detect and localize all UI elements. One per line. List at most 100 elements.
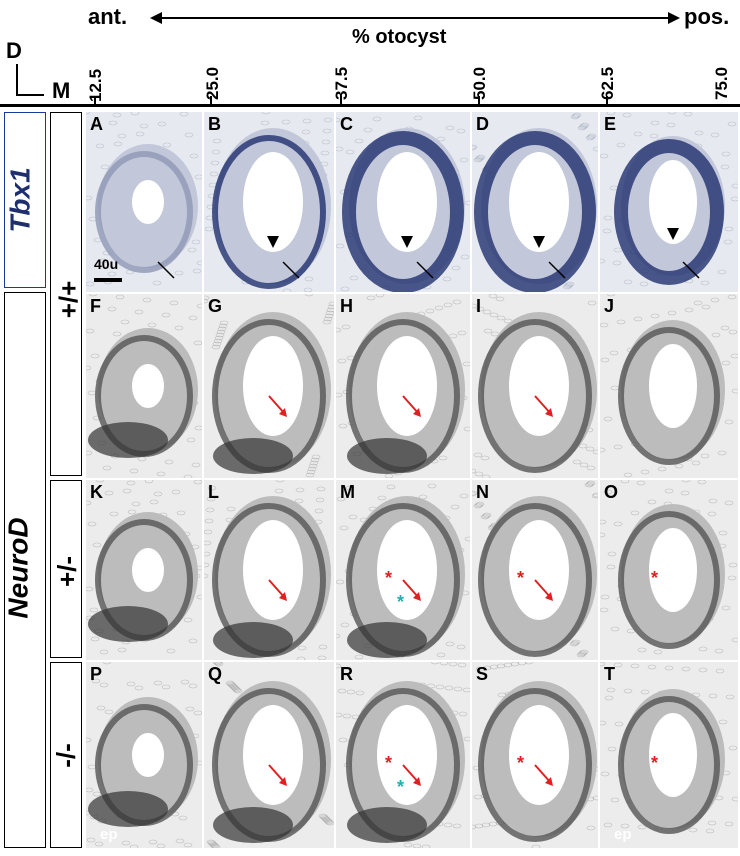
micrograph-panel: K [86,480,202,660]
lumen [649,160,697,244]
micrograph-panel: C [336,112,470,292]
tick-mark [210,96,212,106]
panel-letter: T [604,664,615,684]
lumen [132,364,164,408]
micrograph-panel: * N [472,480,598,660]
tick-mark [94,96,96,106]
micrograph-panel: A 40u [86,112,202,292]
panel-letter: M [340,482,355,502]
micrograph-panel: * S [472,662,598,848]
panel-letter: B [208,114,221,134]
micrograph-panel: E [600,112,738,292]
wt-genotype-label: +/+ [53,280,84,319]
lumen [132,548,164,592]
panel-letter: I [476,296,482,316]
panel-letter: G [208,296,223,316]
scale-bar-label: 40u [94,256,119,272]
tick-label: 37.5 [332,66,351,100]
red-asterisk-icon: * [385,753,392,773]
tick-mark [606,96,608,106]
orientation-d-label: D [6,38,22,63]
cyan-asterisk-icon: * [397,592,404,612]
lumen [509,705,569,805]
arrowhead-icon [533,236,545,248]
panel-letter: N [476,482,489,502]
micrograph-panel: * O [600,480,738,660]
panel-letter: F [90,296,101,316]
micrograph-panel: * * M [336,480,470,660]
orientation-m-label: M [52,78,71,103]
panel-letter: K [90,482,103,502]
arrowhead-icon [401,236,413,248]
micrograph-panel: L [204,480,334,660]
panel-letter: D [476,114,489,134]
lumen [649,713,697,797]
micrograph-panel: D [472,112,598,292]
lumen [377,152,437,252]
anterior-label: ant. [88,4,128,29]
arrow-icon [416,261,434,279]
scale-bar [94,278,122,282]
red-asterisk-icon: * [651,568,658,588]
tbx1-label-box [4,112,46,288]
lumen [243,152,303,252]
tick-label: 12.5 [86,68,105,102]
arrowhead-icon [667,228,679,240]
arrow-icon [157,261,175,279]
orientation-axis-icon [16,64,44,96]
header-divider [0,104,740,107]
lumen [377,705,437,805]
het-label-box [50,480,82,658]
panel-letter: Q [208,664,223,684]
lumen [509,336,569,436]
tick-mark [478,96,480,106]
panel-letter: C [340,114,353,134]
micrograph-panel: I [472,294,598,478]
wt-label-box [50,112,82,476]
panel-letter: L [208,482,219,502]
arrow-icon [548,261,566,279]
lumen [243,705,303,805]
lumen [132,733,164,777]
double-arrow-icon [150,12,680,24]
otocyst-axis-title: % otocyst [352,26,447,48]
lumen [132,180,164,224]
het-genotype-label: +/- [52,555,83,588]
lumen [649,344,697,428]
micrograph-panel: H [336,294,470,478]
neurod-label-box [4,292,46,848]
tick-label: 25.0 [203,66,222,100]
red-asterisk-icon: * [651,753,658,773]
lumen [243,520,303,620]
tick-label: 75.0 [712,66,731,100]
tick-label: 50.0 [470,66,489,100]
posterior-label: pos. [684,4,730,29]
arrowhead-icon [267,236,279,248]
panel-letter: J [604,296,615,316]
micrograph-panel: F [86,294,202,478]
ko-label-box [50,662,82,848]
red-asterisk-icon: * [385,568,392,588]
lumen [649,528,697,612]
ep-label: ep [100,826,118,843]
lumen [509,520,569,620]
tick-mark [340,96,342,106]
micrograph-panel: B [204,112,334,292]
panel-letter: S [476,664,489,684]
panel-letter: P [90,664,103,684]
arrow-icon [682,261,700,279]
panel-letter: R [340,664,353,684]
lumen [509,152,569,252]
ep-label: ep [614,826,632,843]
micrograph-panel: Q [204,662,334,848]
red-asterisk-icon: * [517,568,524,588]
micrograph-panel: G [204,294,334,478]
lumen [243,336,303,436]
panel-letter: A [90,114,103,134]
micrograph-panel: * * R [336,662,470,848]
arrow-icon [282,261,300,279]
cyan-asterisk-icon: * [397,777,404,797]
lumen [377,336,437,436]
